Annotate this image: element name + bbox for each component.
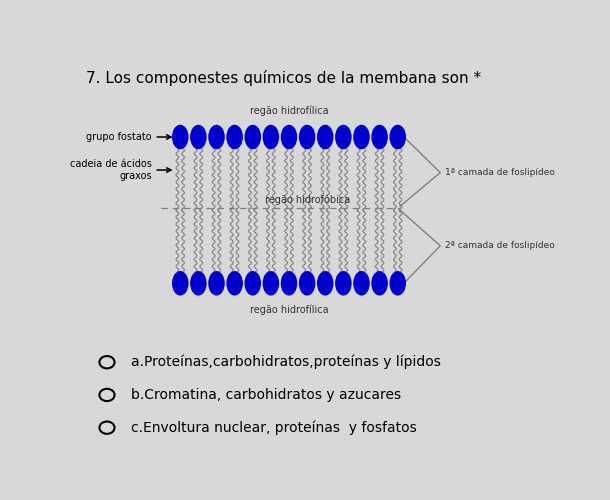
Text: cadeia de ácidos
graxos: cadeia de ácidos graxos (70, 159, 152, 181)
Ellipse shape (318, 272, 333, 295)
Ellipse shape (173, 272, 188, 295)
Text: a.Proteínas,carbohidratos,proteínas y lípidos: a.Proteínas,carbohidratos,proteínas y lí… (131, 355, 440, 370)
Ellipse shape (390, 272, 405, 295)
Ellipse shape (227, 272, 242, 295)
Ellipse shape (281, 272, 296, 295)
Text: regão hidrofílica: regão hidrofílica (249, 106, 328, 116)
Ellipse shape (354, 272, 369, 295)
Ellipse shape (173, 126, 188, 148)
Ellipse shape (264, 272, 278, 295)
Text: c.Envoltura nuclear, proteínas  y fosfatos: c.Envoltura nuclear, proteínas y fosfato… (131, 420, 417, 435)
Text: grupo fostato: grupo fostato (86, 132, 152, 142)
Ellipse shape (354, 126, 369, 148)
Ellipse shape (336, 272, 351, 295)
Ellipse shape (318, 126, 333, 148)
Ellipse shape (245, 272, 260, 295)
Ellipse shape (300, 126, 315, 148)
Text: b.Cromatina, carbohidratos y azucares: b.Cromatina, carbohidratos y azucares (131, 388, 401, 402)
Text: 2ª camada de foslipídeo: 2ª camada de foslipídeo (445, 242, 554, 250)
Text: regão hidrofílica: regão hidrofílica (249, 304, 328, 315)
Ellipse shape (191, 272, 206, 295)
Ellipse shape (390, 126, 405, 148)
Text: regão hidrofóbica: regão hidrofóbica (265, 194, 351, 205)
Ellipse shape (336, 126, 351, 148)
Ellipse shape (245, 126, 260, 148)
Ellipse shape (209, 272, 224, 295)
Ellipse shape (227, 126, 242, 148)
Ellipse shape (372, 126, 387, 148)
Ellipse shape (300, 272, 315, 295)
Ellipse shape (191, 126, 206, 148)
Ellipse shape (264, 126, 278, 148)
Ellipse shape (209, 126, 224, 148)
Ellipse shape (372, 272, 387, 295)
Ellipse shape (281, 126, 296, 148)
Text: 7. Los componestes químicos de la membana son *: 7. Los componestes químicos de la memban… (85, 70, 481, 86)
Text: 1ª camada de foslipídeo: 1ª camada de foslipídeo (445, 168, 555, 177)
